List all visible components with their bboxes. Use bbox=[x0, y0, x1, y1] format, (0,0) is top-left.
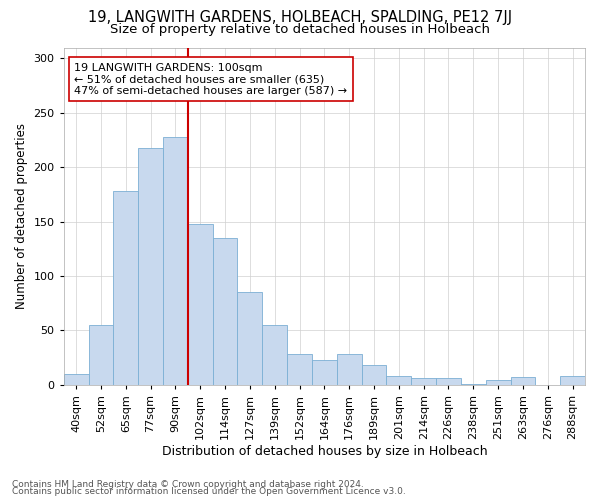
Bar bbox=[64, 374, 89, 385]
Bar bbox=[461, 384, 486, 385]
Bar bbox=[113, 191, 138, 385]
Bar bbox=[511, 377, 535, 385]
Bar bbox=[89, 325, 113, 385]
Text: 19 LANGWITH GARDENS: 100sqm
← 51% of detached houses are smaller (635)
47% of se: 19 LANGWITH GARDENS: 100sqm ← 51% of det… bbox=[74, 62, 347, 96]
Bar bbox=[560, 376, 585, 385]
Bar bbox=[486, 380, 511, 385]
Text: Contains HM Land Registry data © Crown copyright and database right 2024.: Contains HM Land Registry data © Crown c… bbox=[12, 480, 364, 489]
Bar bbox=[436, 378, 461, 385]
Bar bbox=[287, 354, 312, 385]
Y-axis label: Number of detached properties: Number of detached properties bbox=[15, 123, 28, 309]
Bar bbox=[138, 148, 163, 385]
Bar bbox=[188, 224, 212, 385]
Bar bbox=[163, 136, 188, 385]
Bar bbox=[212, 238, 238, 385]
Bar bbox=[386, 376, 411, 385]
Bar bbox=[411, 378, 436, 385]
Text: Contains public sector information licensed under the Open Government Licence v3: Contains public sector information licen… bbox=[12, 487, 406, 496]
Bar bbox=[337, 354, 362, 385]
X-axis label: Distribution of detached houses by size in Holbeach: Distribution of detached houses by size … bbox=[161, 444, 487, 458]
Text: Size of property relative to detached houses in Holbeach: Size of property relative to detached ho… bbox=[110, 22, 490, 36]
Bar bbox=[262, 325, 287, 385]
Bar bbox=[362, 365, 386, 385]
Bar bbox=[312, 360, 337, 385]
Text: 19, LANGWITH GARDENS, HOLBEACH, SPALDING, PE12 7JJ: 19, LANGWITH GARDENS, HOLBEACH, SPALDING… bbox=[88, 10, 512, 25]
Bar bbox=[238, 292, 262, 385]
